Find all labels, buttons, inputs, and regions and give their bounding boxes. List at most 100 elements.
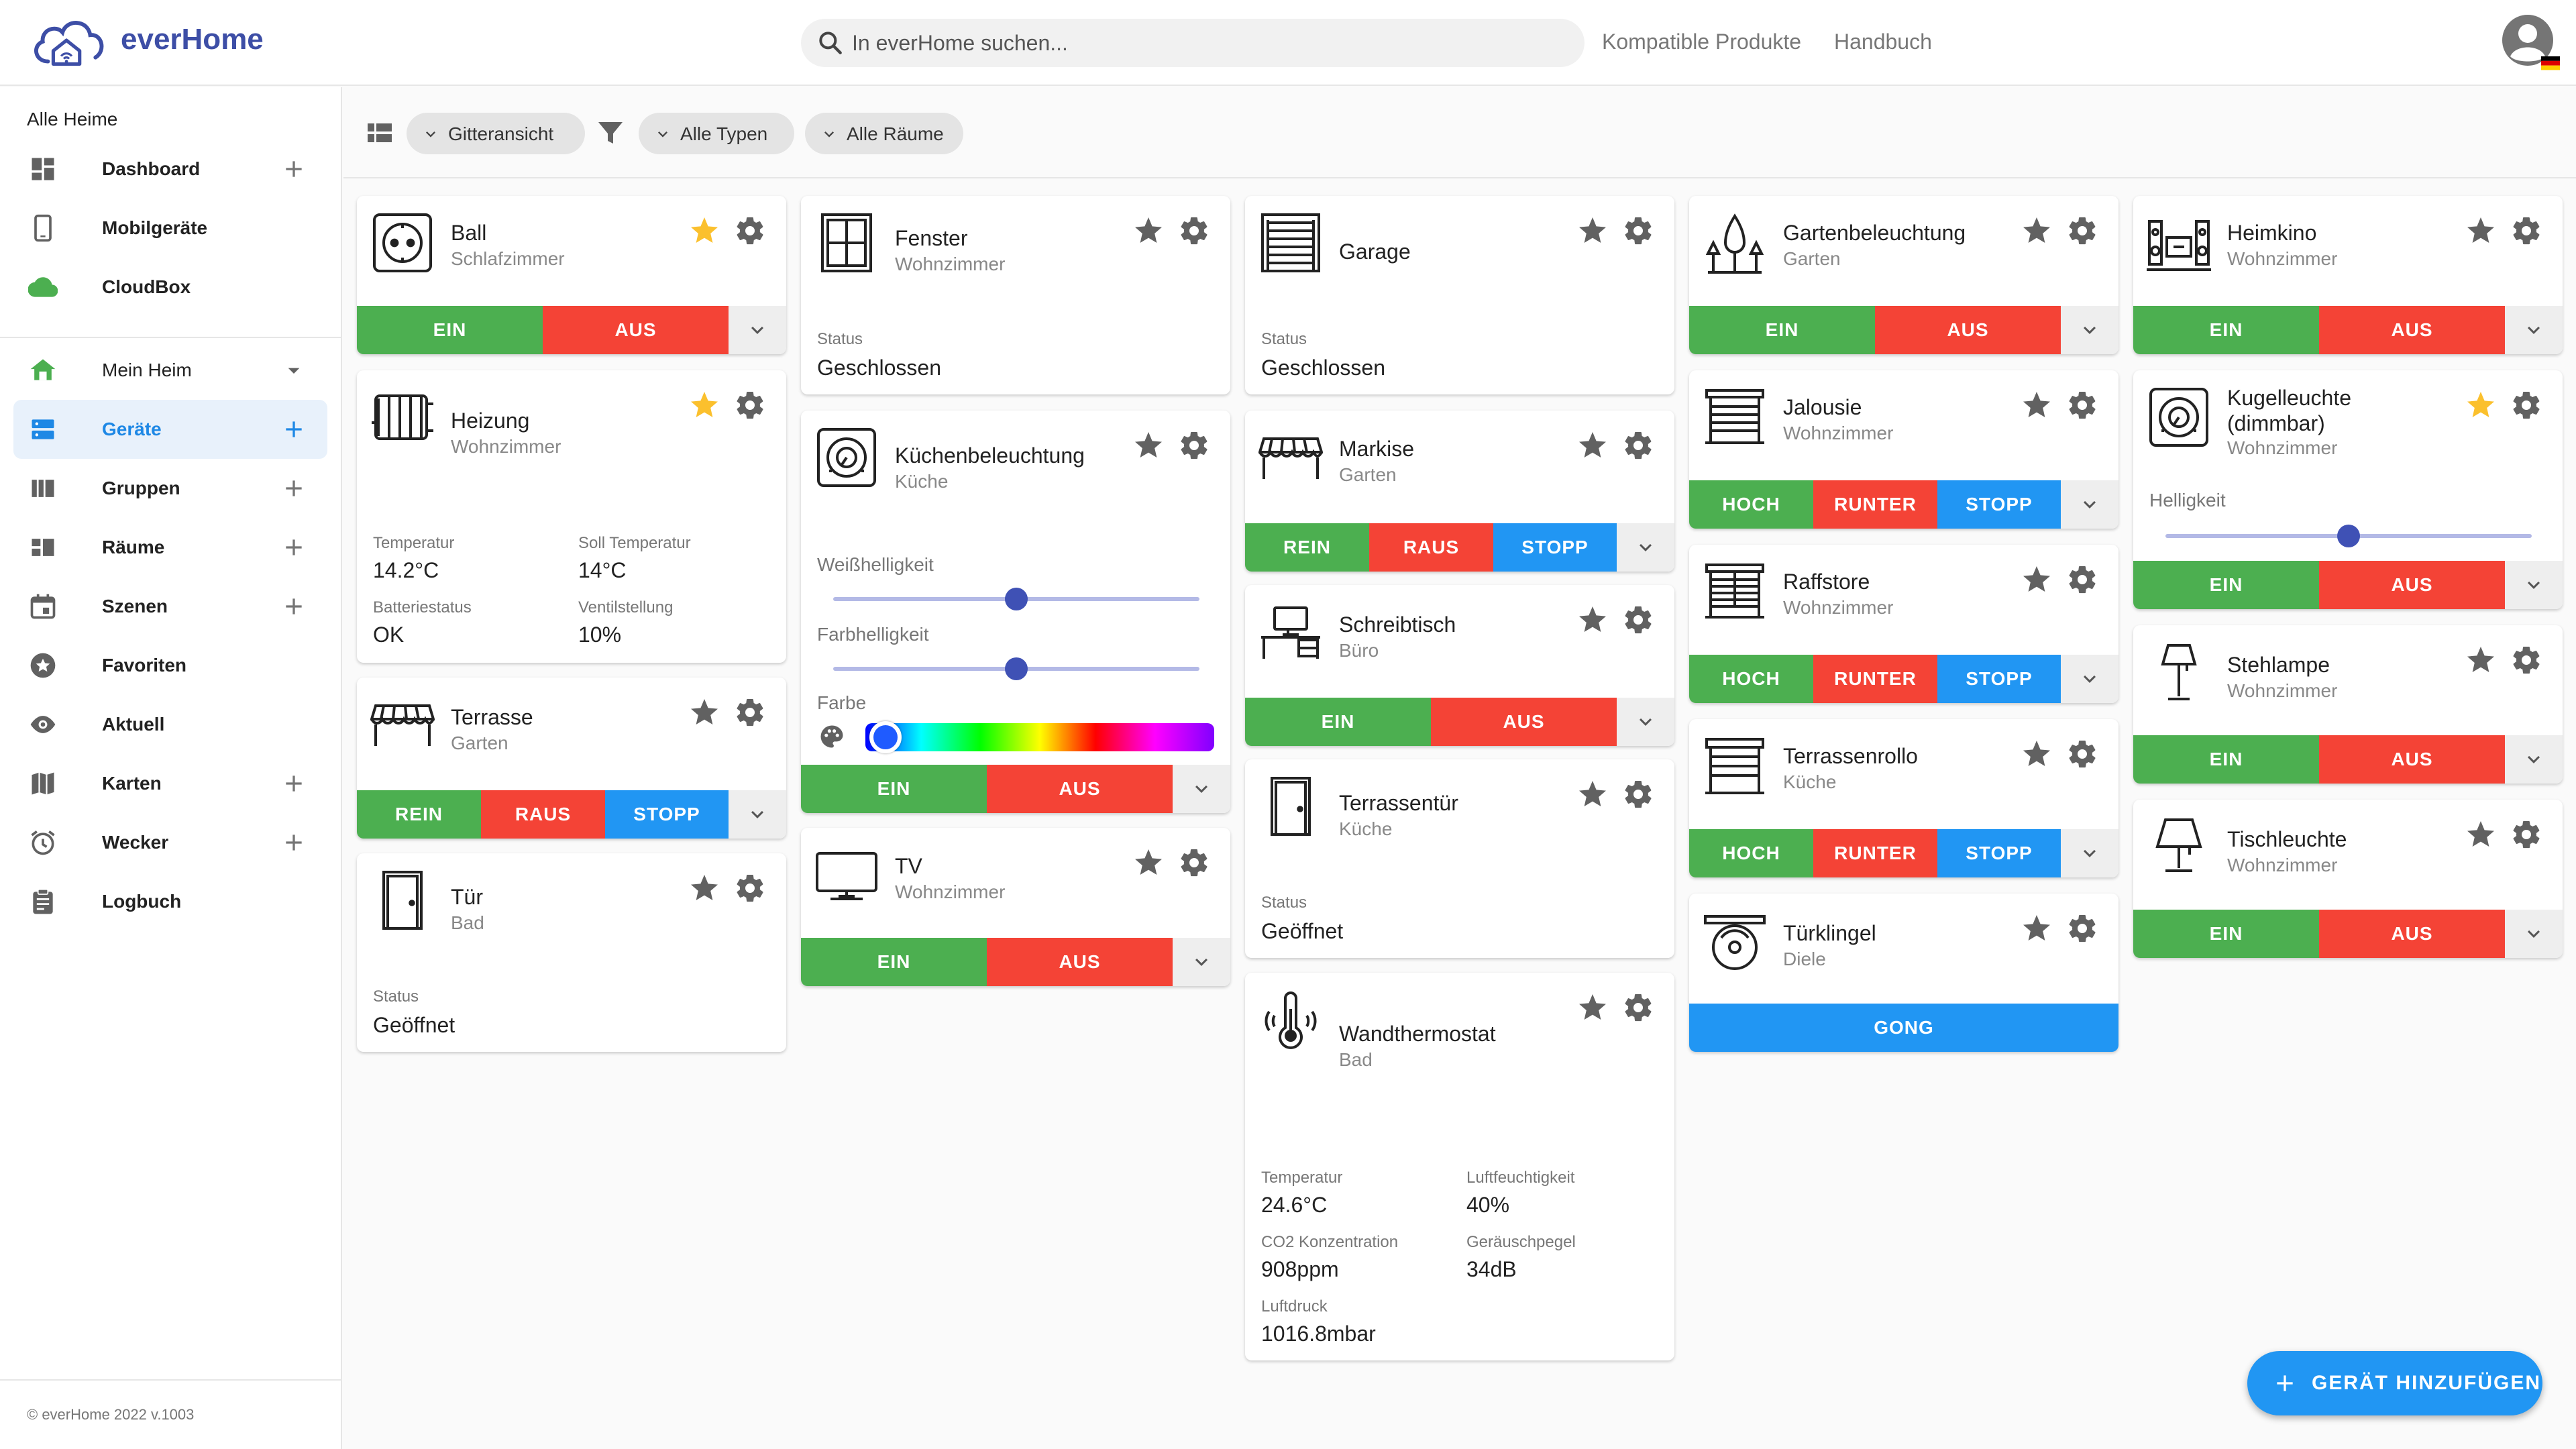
- filter-icon[interactable]: [594, 117, 627, 149]
- favorite-star-icon[interactable]: [1132, 429, 1165, 462]
- sidebar-item-devices[interactable]: Geräte: [13, 400, 327, 459]
- device-card-awning[interactable]: Markise Garten REIN RAUS STOPP: [1245, 411, 1674, 572]
- expand-button[interactable]: [2061, 655, 2118, 703]
- expand-button[interactable]: [2505, 561, 2563, 609]
- search-input[interactable]: In everHome suchen...: [852, 31, 1068, 55]
- settings-gear-icon[interactable]: [2066, 912, 2098, 945]
- expand-button[interactable]: [2061, 480, 2118, 529]
- slider-handle[interactable]: [1005, 588, 1028, 610]
- favorite-star-icon[interactable]: [688, 215, 720, 247]
- favorite-star-icon[interactable]: [688, 389, 720, 421]
- color-picker-bar[interactable]: [865, 723, 1214, 751]
- favorite-star-icon[interactable]: [2021, 912, 2053, 945]
- brand-name[interactable]: everHome: [121, 23, 264, 56]
- sidebar-item-mobile-devices[interactable]: Mobilgeräte: [13, 199, 327, 258]
- off-button[interactable]: AUS: [987, 765, 1173, 813]
- home-selector[interactable]: Mein Heim: [13, 341, 327, 400]
- off-button[interactable]: AUS: [2319, 735, 2505, 784]
- color-picker-handle[interactable]: [869, 721, 902, 753]
- in-button[interactable]: REIN: [357, 790, 481, 839]
- settings-gear-icon[interactable]: [2066, 738, 2098, 770]
- off-button[interactable]: AUS: [1875, 306, 2061, 354]
- add-alarm-icon[interactable]: [280, 829, 307, 856]
- favorite-star-icon[interactable]: [2021, 738, 2053, 770]
- favorite-star-icon[interactable]: [2021, 215, 2053, 247]
- expand-button[interactable]: [2505, 306, 2563, 354]
- favorite-star-icon[interactable]: [2465, 215, 2497, 247]
- settings-gear-icon[interactable]: [1178, 847, 1210, 879]
- settings-gear-icon[interactable]: [1622, 429, 1654, 462]
- stop-button[interactable]: STOPP: [605, 790, 729, 839]
- on-button[interactable]: EIN: [1689, 306, 1875, 354]
- device-card-ball[interactable]: Ball Schlafzimmer EIN AUS: [357, 196, 786, 354]
- down-button[interactable]: RUNTER: [1813, 829, 1937, 877]
- device-card-terrace-awning[interactable]: Terrasse Garten REIN RAUS STOPP: [357, 678, 786, 839]
- favorite-star-icon[interactable]: [2021, 564, 2053, 596]
- chevron-down-icon[interactable]: [280, 357, 307, 384]
- device-card-kitchen-light[interactable]: Küchenbeleuchtung Küche Weißhelligkeit F…: [801, 411, 1230, 813]
- expand-button[interactable]: [1617, 523, 1674, 572]
- down-button[interactable]: RUNTER: [1813, 655, 1937, 703]
- device-card-wall-thermostat[interactable]: Wandthermostat Bad Temperatur 24.6°C Luf…: [1245, 973, 1674, 1360]
- settings-gear-icon[interactable]: [2510, 389, 2542, 421]
- expand-button[interactable]: [2061, 306, 2118, 354]
- device-card-garden-light[interactable]: Gartenbeleuchtung Garten EIN AUS: [1689, 196, 2118, 354]
- device-card-desk[interactable]: Schreibtisch Büro EIN AUS: [1245, 585, 1674, 746]
- device-card-door[interactable]: Tür Bad Status Geöffnet: [357, 853, 786, 1052]
- add-map-icon[interactable]: [280, 770, 307, 797]
- slider-handle[interactable]: [2337, 525, 2360, 547]
- favorite-star-icon[interactable]: [1132, 847, 1165, 879]
- on-button[interactable]: EIN: [1245, 698, 1431, 746]
- off-button[interactable]: AUS: [2319, 306, 2505, 354]
- stop-button[interactable]: STOPP: [1937, 655, 2061, 703]
- favorite-star-icon[interactable]: [1576, 991, 1609, 1024]
- settings-gear-icon[interactable]: [734, 215, 766, 247]
- expand-button[interactable]: [2061, 829, 2118, 877]
- sidebar-item-alarm[interactable]: Wecker: [13, 813, 327, 872]
- device-card-table-lamp[interactable]: Tischleuchte Wohnzimmer EIN AUS: [2133, 800, 2563, 958]
- expand-button[interactable]: [2505, 910, 2563, 958]
- on-button[interactable]: EIN: [801, 938, 987, 986]
- expand-button[interactable]: [729, 790, 786, 839]
- favorite-star-icon[interactable]: [2465, 389, 2497, 421]
- device-card-home-cinema[interactable]: Heimkino Wohnzimmer EIN AUS: [2133, 196, 2563, 354]
- device-card-tv[interactable]: TV Wohnzimmer EIN AUS: [801, 828, 1230, 986]
- sidebar-item-current[interactable]: Aktuell: [13, 695, 327, 754]
- on-button[interactable]: EIN: [2133, 306, 2319, 354]
- settings-gear-icon[interactable]: [1622, 991, 1654, 1024]
- device-card-blinds[interactable]: Jalousie Wohnzimmer HOCH RUNTER STOPP: [1689, 370, 2118, 529]
- on-button[interactable]: EIN: [357, 306, 543, 354]
- device-card-globe-light[interactable]: Kugelleuchte (dimmbar) Wohnzimmer Hellig…: [2133, 370, 2563, 609]
- settings-gear-icon[interactable]: [734, 389, 766, 421]
- settings-gear-icon[interactable]: [2066, 389, 2098, 421]
- device-card-raffstore[interactable]: Raffstore Wohnzimmer HOCH RUNTER STOPP: [1689, 545, 2118, 703]
- down-button[interactable]: RUNTER: [1813, 480, 1937, 529]
- add-dashboard-icon[interactable]: [280, 156, 307, 182]
- link-manual[interactable]: Handbuch: [1834, 30, 1932, 54]
- in-button[interactable]: REIN: [1245, 523, 1369, 572]
- favorite-star-icon[interactable]: [688, 872, 720, 904]
- settings-gear-icon[interactable]: [1178, 429, 1210, 462]
- gong-button[interactable]: GONG: [1689, 1004, 2118, 1052]
- device-card-doorbell[interactable]: Türklingel Diele GONG: [1689, 894, 2118, 1052]
- device-card-terrace-roller[interactable]: Terrassenrollo Küche HOCH RUNTER STOPP: [1689, 719, 2118, 877]
- settings-gear-icon[interactable]: [2066, 215, 2098, 247]
- settings-gear-icon[interactable]: [1622, 604, 1654, 636]
- on-button[interactable]: EIN: [2133, 735, 2319, 784]
- sidebar-item-groups[interactable]: Gruppen: [13, 459, 327, 518]
- all-homes-label[interactable]: Alle Heime: [27, 109, 118, 129]
- favorite-star-icon[interactable]: [1576, 778, 1609, 810]
- sidebar-item-scenes[interactable]: Szenen: [13, 577, 327, 636]
- out-button[interactable]: RAUS: [1369, 523, 1493, 572]
- settings-gear-icon[interactable]: [2510, 644, 2542, 676]
- favorite-star-icon[interactable]: [1576, 215, 1609, 247]
- add-room-icon[interactable]: [280, 534, 307, 561]
- add-group-icon[interactable]: [280, 475, 307, 502]
- on-button[interactable]: EIN: [2133, 561, 2319, 609]
- sidebar-item-cloudbox[interactable]: CloudBox: [13, 258, 327, 317]
- add-device-button[interactable]: GERÄT HINZUFÜGEN: [2247, 1351, 2542, 1415]
- up-button[interactable]: HOCH: [1689, 655, 1813, 703]
- off-button[interactable]: AUS: [987, 938, 1173, 986]
- link-compatible-products[interactable]: Kompatible Produkte: [1602, 30, 1802, 54]
- room-filter-dropdown[interactable]: Alle Räume: [805, 113, 963, 154]
